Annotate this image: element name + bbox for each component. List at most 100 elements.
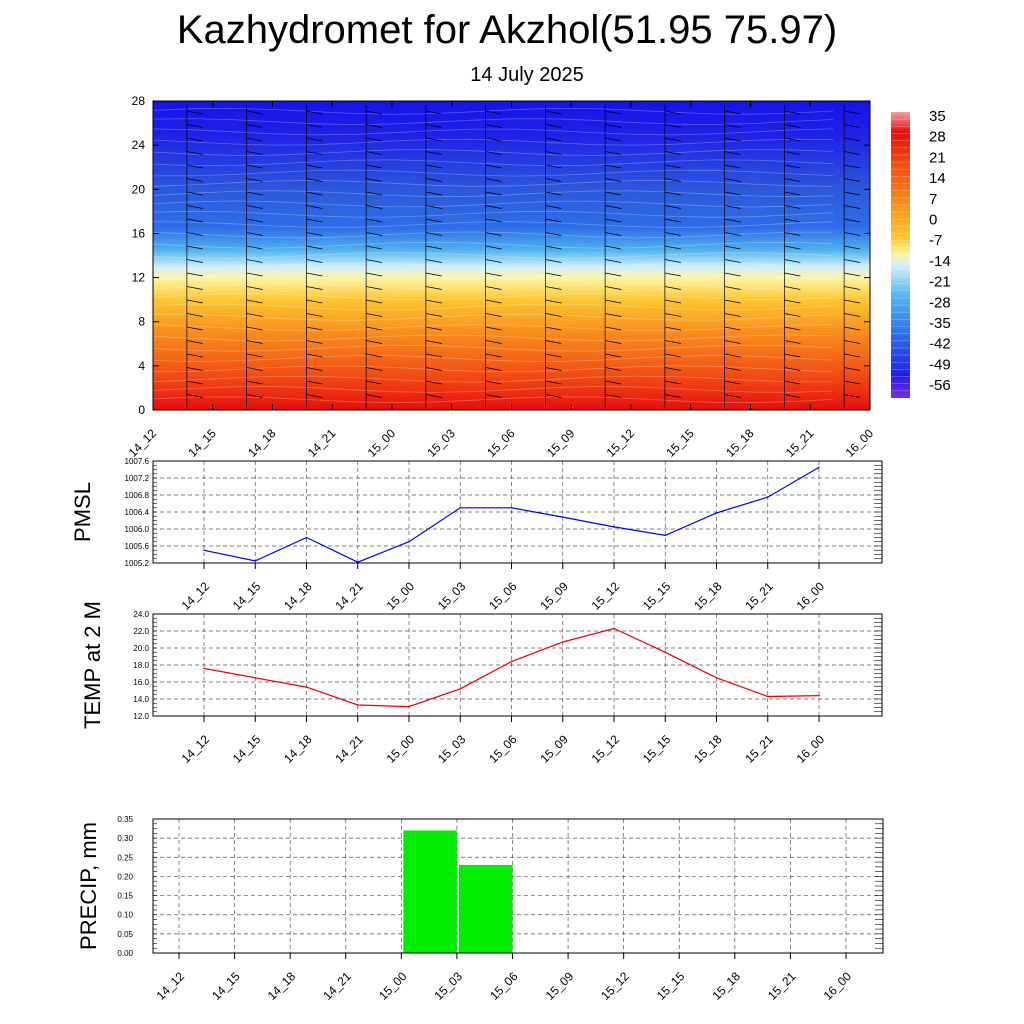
heatmap-y-tick-label: 20 — [132, 182, 146, 196]
pmsl-y-tick-label: 1006.0 — [125, 525, 150, 534]
temp-data-point — [613, 627, 615, 630]
wind-barb — [664, 259, 681, 263]
pmsl-y-tick-label: 1006.4 — [125, 508, 150, 517]
wind-barb — [844, 178, 861, 182]
wind-barb — [246, 205, 263, 209]
precip-x-tick-label: 15_09 — [543, 969, 577, 1003]
colorbar: 35 28 21 14 7 0 -7 -14 -21 -28 -35 -42 -49 -56 — [891, 108, 951, 398]
heatmap-x-tick-label: 15_18 — [723, 426, 757, 460]
wind-barb — [844, 353, 861, 358]
wind-barb — [724, 326, 741, 331]
heatmap-panel: 0 4 8 12 16 20 24 28 14_12 14_15 14_18 14_21 15_00 15… — [126, 94, 877, 460]
wind-barb — [664, 164, 681, 169]
contour-line — [152, 303, 834, 311]
wind-barb — [545, 164, 562, 169]
temp-data-point — [305, 686, 308, 688]
wind-barb — [246, 137, 263, 142]
wind-barb — [605, 124, 622, 128]
wind-barb — [186, 340, 203, 344]
wind-barb — [485, 259, 502, 263]
contour-line — [152, 159, 834, 167]
wind-barb — [485, 191, 502, 196]
temp-data-point — [356, 704, 359, 706]
colorbar-label: -21 — [929, 274, 951, 291]
wind-barb — [246, 245, 263, 250]
temp-x-tick-label: 15_12 — [589, 732, 623, 766]
wind-barb — [186, 394, 203, 398]
wind-barb — [784, 124, 801, 128]
wind-barb — [186, 205, 203, 209]
pmsl-x-tick-label: 15_21 — [742, 579, 776, 613]
heatmap-x-tick-label: 14_18 — [245, 426, 279, 460]
colorbar-label: -56 — [929, 377, 951, 394]
wind-barb — [366, 124, 383, 128]
temperature-panel: 12.0 14.0 16.0 18.0 20.0 22.0 24.0 14_12 14_15 14… — [80, 601, 883, 766]
wind-barb — [186, 313, 203, 317]
chart-subtitle: 14 July 2025 — [470, 64, 584, 86]
wind-barb — [366, 353, 383, 358]
wind-barb — [246, 380, 263, 385]
wind-barb — [485, 326, 502, 331]
contour-line — [152, 396, 834, 404]
wind-barb — [485, 137, 502, 142]
wind-barb — [246, 286, 263, 290]
wind-barb — [485, 299, 502, 304]
wind-barb — [724, 178, 741, 182]
colorbar-label: 14 — [929, 170, 946, 187]
wind-barb — [784, 353, 801, 358]
chart-title: Kazhydromet for Akzhol(51.95 75.97) — [176, 8, 838, 52]
temp-x-tick-label: 15_15 — [640, 732, 674, 766]
wind-barb — [784, 232, 801, 236]
temp-data-point — [203, 667, 205, 670]
contour-line — [152, 179, 834, 187]
wind-barb — [844, 299, 861, 304]
wind-barb — [545, 299, 562, 304]
wind-barb — [306, 394, 323, 398]
wind-barb — [545, 394, 562, 398]
wind-barb — [605, 272, 622, 277]
pmsl-x-tick-label: 15_09 — [537, 579, 571, 613]
pmsl-y-tick-label: 1006.8 — [125, 491, 150, 500]
wind-barb — [664, 124, 681, 128]
wind-barb — [664, 245, 681, 250]
wind-barb — [724, 353, 741, 358]
wind-barb — [724, 218, 741, 223]
precip-bar — [458, 864, 513, 953]
wind-barb — [485, 205, 502, 209]
contour-line — [152, 241, 834, 249]
wind-barb — [784, 137, 801, 142]
wind-barb — [425, 245, 442, 250]
wind-barb — [545, 110, 562, 115]
pmsl-data-point — [613, 526, 615, 528]
wind-barb — [366, 110, 383, 115]
wind-barb — [425, 191, 442, 196]
wind-barb — [664, 232, 681, 236]
wind-barb — [844, 272, 861, 277]
pmsl-y-tick-label: 1007.6 — [125, 457, 150, 466]
contour-line — [152, 355, 834, 362]
wind-barb — [664, 272, 681, 277]
pmsl-x-tick-label: 14_18 — [281, 579, 315, 613]
heatmap-y-tick-label: 4 — [138, 359, 145, 373]
pmsl-data-point — [766, 496, 769, 498]
wind-barb — [844, 394, 861, 398]
pmsl-y-tick-label: 1005.2 — [125, 559, 150, 568]
contour-line — [152, 169, 834, 177]
wind-barb — [366, 259, 383, 263]
precip-y-tick-label: 0.15 — [117, 892, 133, 901]
wind-barb — [425, 340, 442, 344]
wind-barb — [605, 394, 622, 398]
wind-barb — [605, 245, 622, 250]
wind-barb — [485, 124, 502, 128]
wind-barb — [485, 245, 502, 250]
temp-y-tick-label: 16.0 — [133, 678, 149, 687]
wind-barb — [724, 151, 741, 155]
wind-barb — [366, 232, 383, 236]
temp-y-tick-label: 12.0 — [133, 712, 149, 721]
precip-y-tick-label: 0.05 — [117, 930, 133, 939]
wind-barb — [545, 353, 562, 358]
wind-barb — [425, 124, 442, 128]
pmsl-data-point — [408, 540, 410, 543]
pmsl-panel: 1005.2 1005.6 1006.0 1006.4 1006.8 1007.2 1007… — [70, 457, 883, 613]
